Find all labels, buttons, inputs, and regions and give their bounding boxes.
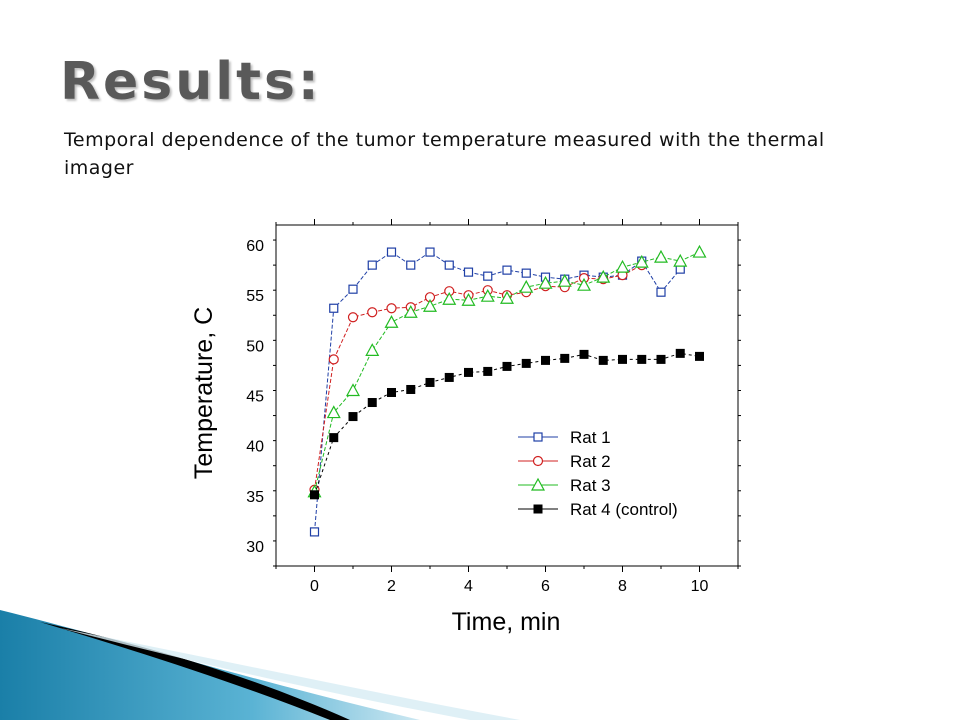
- series-line: [314, 251, 681, 532]
- data-point: [557, 273, 572, 287]
- data-point: [579, 349, 589, 359]
- data-point: [386, 247, 397, 257]
- legend-label: Rat 3: [570, 476, 611, 495]
- data-point: [463, 267, 474, 277]
- y-tick-label: 50: [246, 338, 264, 355]
- data-point: [634, 254, 649, 268]
- y-tick-label: 55: [246, 288, 264, 305]
- data-point: [673, 253, 688, 267]
- data-point: [502, 265, 512, 275]
- data-point: [656, 354, 666, 364]
- data-point: [406, 384, 416, 394]
- series-line: [314, 352, 700, 495]
- y-tick-label: 45: [246, 389, 264, 406]
- legend-marker: [532, 455, 544, 467]
- data-point: [444, 372, 454, 382]
- legend-marker: [533, 504, 543, 514]
- series-4: [310, 348, 704, 500]
- chart-series: [307, 244, 707, 537]
- legend-label: Rat 1: [570, 428, 611, 447]
- data-point: [675, 348, 685, 358]
- data-point: [386, 303, 397, 314]
- data-point: [425, 377, 435, 387]
- data-point: [425, 247, 435, 257]
- chart-legend: Rat 1 Rat 2 Rat 3 Rat 4 (control): [518, 428, 678, 519]
- data-point: [422, 298, 438, 312]
- data-point: [384, 315, 399, 328]
- legend-label: Rat 4 (control): [570, 500, 678, 519]
- series-2: [309, 260, 647, 495]
- data-point: [596, 269, 611, 283]
- data-point: [309, 527, 320, 537]
- y-tick-label: 35: [246, 489, 264, 506]
- data-point: [499, 290, 515, 304]
- data-point: [483, 271, 493, 281]
- x-axis-label: Time, min: [452, 608, 561, 636]
- slide-subtitle: Temporal dependence of the tumor tempera…: [64, 129, 825, 179]
- data-point: [519, 279, 534, 293]
- y-tick-label: 30: [246, 539, 264, 556]
- data-point: [618, 354, 627, 364]
- data-point: [653, 249, 669, 263]
- series-1: [309, 247, 685, 537]
- slide-title: Results:: [60, 52, 322, 112]
- x-tick-label: 8: [618, 578, 627, 595]
- y-tick-label: 60: [246, 238, 264, 255]
- x-tick-label: 0: [310, 578, 319, 595]
- data-point: [406, 260, 416, 270]
- x-tick-label: 2: [387, 578, 396, 595]
- data-point: [480, 288, 495, 302]
- data-point: [483, 366, 493, 376]
- x-tick-label: 6: [541, 578, 550, 595]
- data-point: [615, 259, 630, 273]
- data-point: [692, 244, 707, 258]
- data-point: [656, 287, 666, 297]
- data-point: [348, 412, 358, 422]
- data-point: [387, 387, 396, 397]
- data-point: [541, 355, 550, 365]
- legend-label: Rat 2: [570, 452, 611, 471]
- data-point: [444, 260, 454, 270]
- data-point: [310, 490, 319, 500]
- data-point: [365, 343, 380, 356]
- data-point: [695, 351, 704, 361]
- chart-axes: 0 2 4 6 8 10 30 35 40 45 50 55 60: [246, 219, 741, 595]
- data-point: [348, 284, 358, 294]
- data-point: [461, 292, 476, 306]
- data-point: [502, 361, 512, 371]
- data-point: [442, 291, 457, 305]
- x-tick-label: 10: [691, 578, 709, 595]
- data-point: [367, 398, 377, 408]
- data-point: [598, 355, 608, 365]
- legend-marker: [533, 432, 543, 442]
- x-tick-label: 4: [464, 578, 473, 595]
- data-point: [637, 354, 647, 364]
- legend-marker: [530, 477, 546, 491]
- y-axis-label: Temperature, C: [190, 307, 218, 479]
- data-point: [521, 358, 531, 368]
- series-3: [307, 244, 707, 498]
- data-point: [329, 433, 339, 443]
- data-point: [328, 354, 339, 365]
- data-point: [367, 260, 377, 270]
- data-point: [464, 367, 473, 377]
- data-point: [560, 353, 570, 363]
- data-point: [329, 303, 339, 313]
- data-point: [403, 305, 418, 318]
- data-point: [538, 275, 553, 289]
- y-tick-label: 40: [246, 439, 264, 456]
- data-point: [326, 405, 341, 419]
- data-point: [521, 268, 531, 278]
- data-point: [367, 307, 378, 318]
- data-point: [576, 277, 592, 291]
- series-line: [314, 251, 700, 492]
- data-point: [347, 312, 359, 323]
- data-point: [345, 383, 361, 397]
